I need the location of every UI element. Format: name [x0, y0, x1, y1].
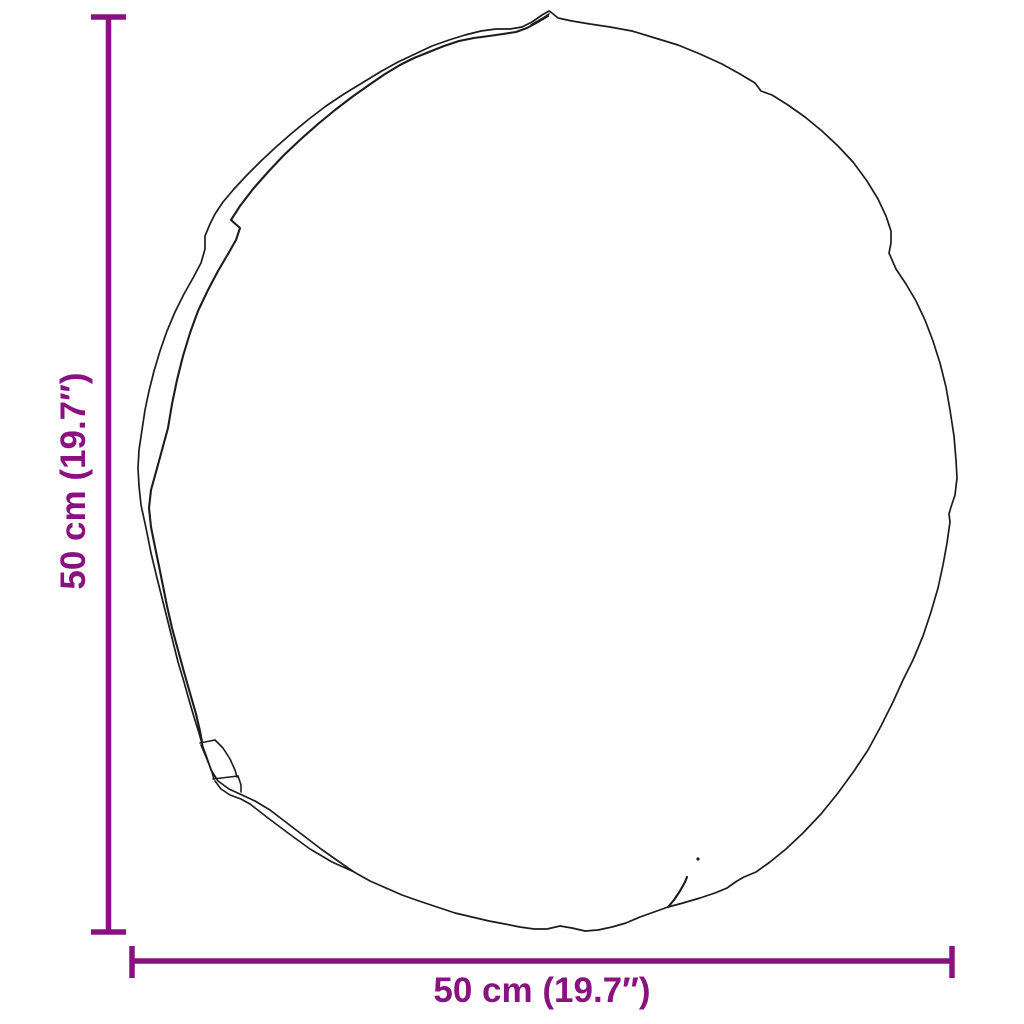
cushion-seam-line — [147, 14, 550, 744]
vertical-dimension-line — [91, 14, 126, 935]
vertical-dimension-label: 50 cm (19.7″) — [54, 372, 93, 590]
cushion-top-notch-detail — [530, 13, 550, 26]
horizontal-dimension-label: 50 cm (19.7″) — [433, 971, 651, 1010]
horizontal-dimension-line — [129, 946, 955, 978]
cushion-outer-edge — [137, 10, 958, 932]
cushion-fold-detail — [199, 739, 353, 872]
cushion-stitch-dot — [696, 857, 700, 861]
cushion-crease-mark — [666, 875, 689, 909]
